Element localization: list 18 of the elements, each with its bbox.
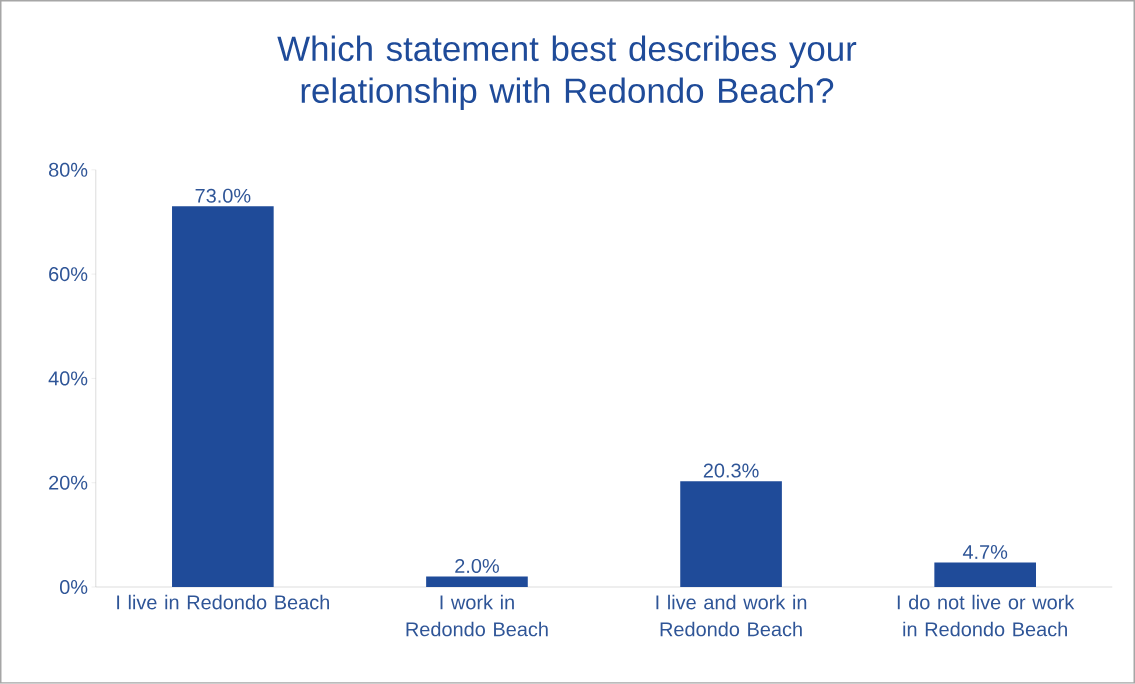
y-tick-label: 0% [59,580,88,595]
x-tick-label: I live and work in Redondo Beach [656,594,807,637]
bar [426,576,528,588]
data-label: 73.0% [195,188,251,203]
data-label: 20.3% [703,463,759,478]
y-tick-label: 80% [48,162,88,177]
x-tick-label: I live in Redondo Beach [117,594,329,610]
bar [934,562,1036,588]
x-tick-label: I work in Redondo Beach [406,594,548,637]
x-tick-label: I do not live or work in Redondo Beach [897,594,1075,637]
data-label: 4.7% [962,545,1008,560]
y-tick-label: 40% [48,371,88,386]
data-label: 2.0% [455,559,499,574]
y-tick-label: 60% [49,267,88,282]
bar [680,481,782,588]
chart-title: Which statement best describes your relationship with Redondo Beach? [277,35,857,111]
y-tick-label: 20% [49,475,88,490]
bar [172,206,274,588]
